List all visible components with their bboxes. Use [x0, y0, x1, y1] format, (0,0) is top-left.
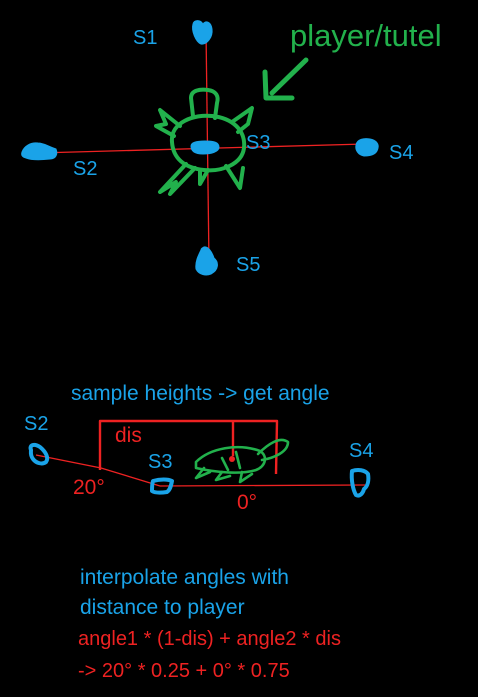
sample-s3-icon [190, 140, 220, 155]
side-sample-s3-icon [150, 477, 174, 495]
turtle-top-icon [154, 87, 254, 196]
formula-line-1: angle1 * (1-dis) + angle2 * dis [78, 628, 341, 650]
side-label-s3: S3 [148, 451, 173, 473]
side-sample-s2-icon [28, 442, 50, 466]
dis-label: dis [115, 424, 142, 447]
turtle-side-icon [194, 438, 290, 484]
note-line-2: distance to player [80, 596, 245, 619]
side-label-s2: S2 [24, 413, 49, 435]
ground-slope-line [35, 454, 366, 487]
sample-s4-icon [355, 138, 379, 157]
side-label-s4: S4 [349, 440, 374, 462]
label-s1: S1 [133, 27, 158, 49]
label-s3: S3 [246, 132, 271, 154]
player-position-dot [229, 456, 235, 462]
angle-left-label: 20° [73, 476, 105, 499]
sample-s1-icon [192, 20, 213, 45]
sample-s5-icon [195, 246, 218, 276]
sample-s2-icon [21, 142, 58, 161]
player-label: player/tutel [290, 18, 442, 53]
dis-bracket [98, 419, 279, 475]
label-s5: S5 [236, 254, 261, 276]
side-view-title: sample heights -> get angle [71, 382, 330, 405]
note-line-1: interpolate angles with [80, 566, 289, 589]
player-arrow-icon [262, 57, 309, 101]
label-s4: S4 [389, 142, 414, 164]
label-s2: S2 [73, 158, 98, 180]
angle-right-label: 0° [237, 491, 258, 514]
side-sample-s4-icon [349, 468, 371, 498]
formula-line-2: -> 20° * 0.25 + 0° * 0.75 [78, 660, 290, 682]
